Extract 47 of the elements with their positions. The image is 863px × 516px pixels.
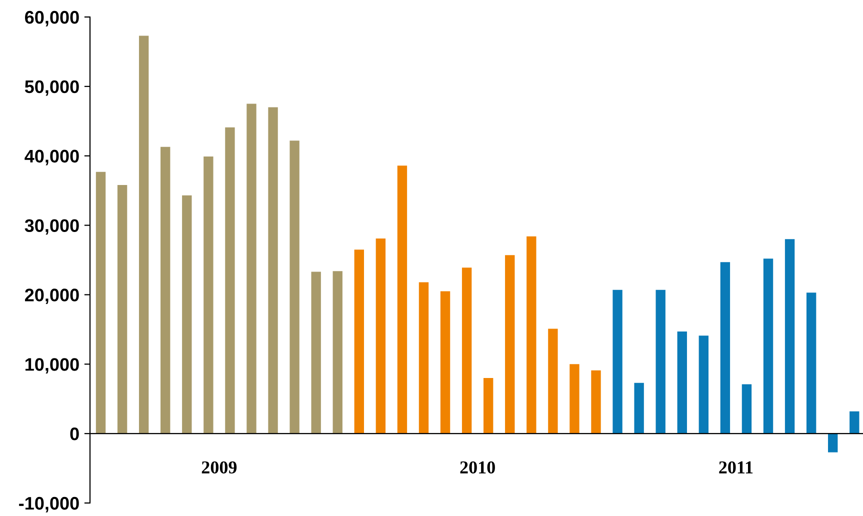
bar [225,127,235,434]
bar [526,236,536,434]
y-tick-label: 30,000 [24,219,79,235]
bar [828,434,838,452]
bar [548,328,558,434]
bar [376,238,386,434]
bar [591,370,601,434]
bar [742,384,752,434]
bar [204,156,214,434]
bar [656,290,666,434]
y-tick-label: 40,000 [24,150,79,166]
y-tick-label: 60,000 [25,10,79,26]
bar [117,185,128,434]
bar [311,272,321,434]
bar [354,250,364,434]
bar [784,239,795,434]
bar [440,291,450,434]
bar [268,107,278,434]
bar [763,258,774,434]
bar [246,104,256,434]
bar [332,271,342,434]
bar [570,364,580,434]
bar [484,378,494,434]
y-tick-label: 0 [70,428,79,440]
bar [698,336,709,434]
bar [720,262,730,434]
bar [677,332,687,434]
y-tick-label: -10,000 [19,496,79,512]
bar [418,282,429,434]
y-tick-label: 20,000 [24,288,79,304]
bar [634,382,644,434]
bar [96,172,106,434]
bar [160,146,170,434]
y-tick-label: 10,000 [26,358,79,374]
annotation: 2011 [719,461,753,474]
y-tick-label: 50,000 [24,80,79,96]
annotation: 2010 [460,461,495,474]
bar [138,36,149,434]
bar [505,255,515,434]
bar [290,140,300,434]
bar [397,166,408,434]
bar [850,411,860,434]
annotation: 2009 [202,461,237,474]
bar [182,195,192,434]
bar [612,290,622,434]
bar [462,268,472,434]
bar [806,292,816,434]
